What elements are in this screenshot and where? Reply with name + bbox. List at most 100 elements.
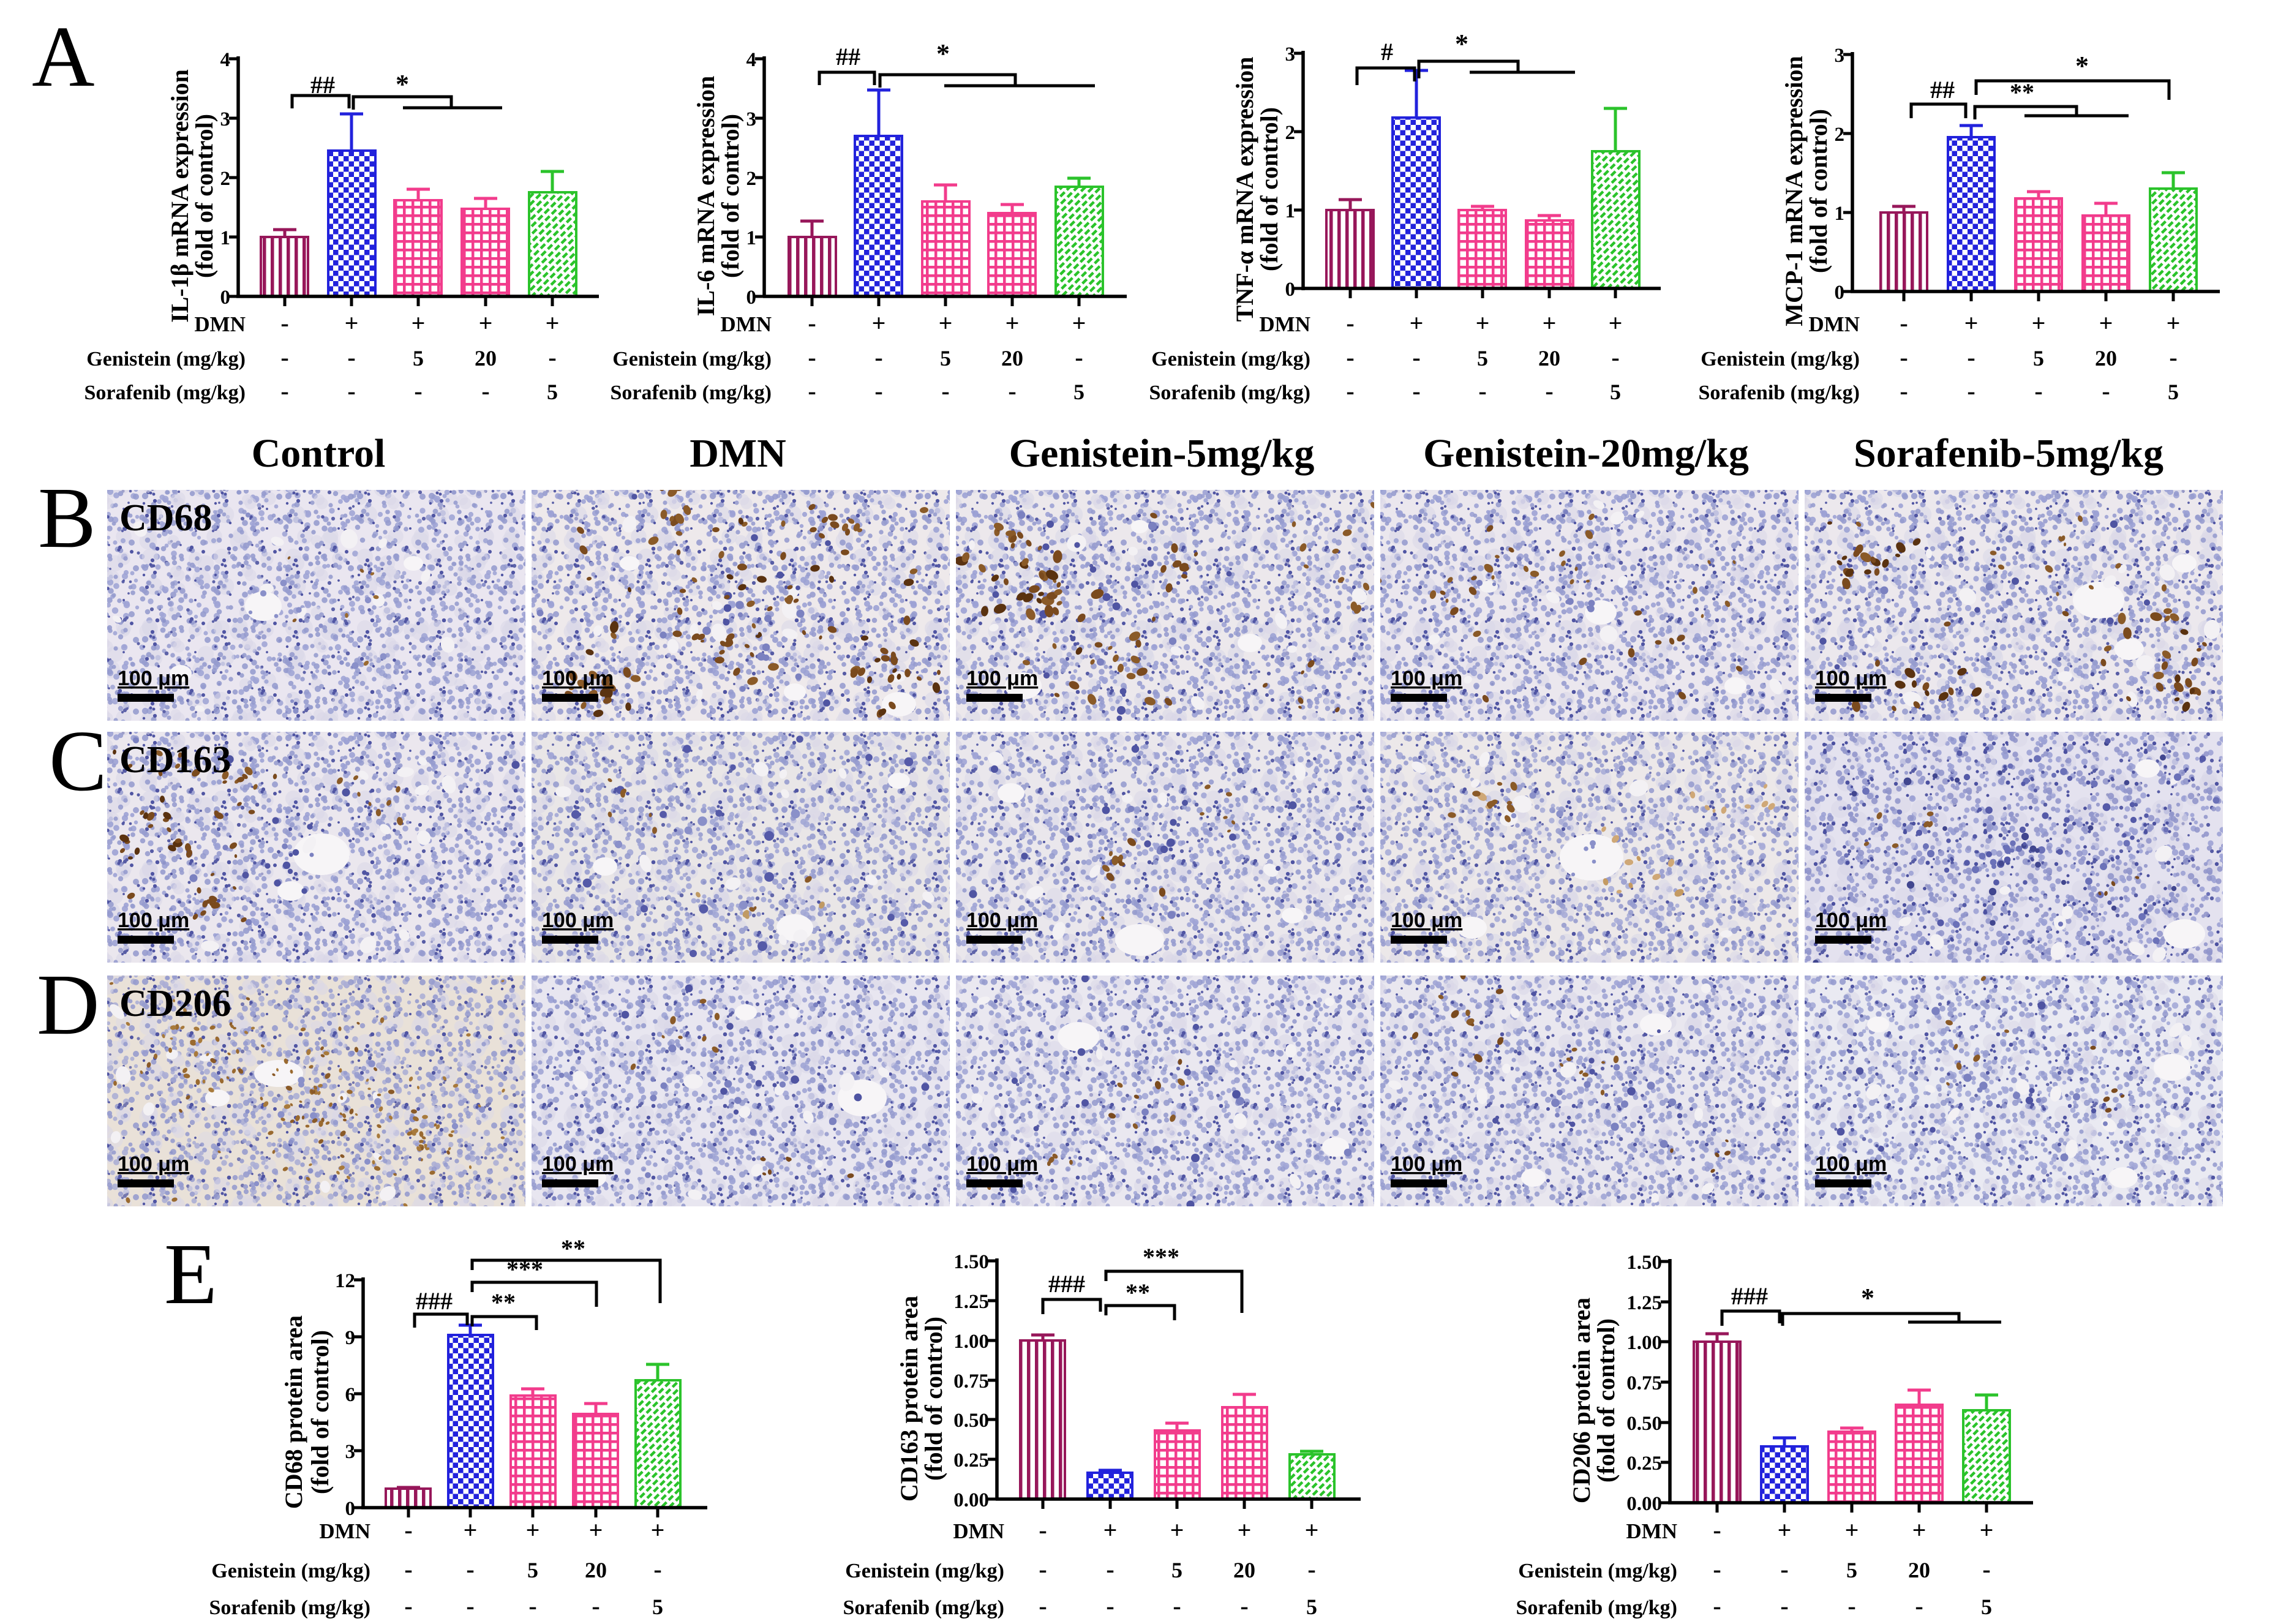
- svg-text:(fold of control): (fold of control): [190, 114, 218, 278]
- svg-text:5: 5: [413, 346, 424, 370]
- svg-text:-: -: [1039, 1592, 1047, 1620]
- svg-text:1: 1: [1835, 203, 1845, 225]
- svg-text:-: -: [1713, 1555, 1721, 1583]
- svg-text:###: ###: [1048, 1270, 1085, 1298]
- svg-text:CD163 protein area: CD163 protein area: [895, 1296, 923, 1502]
- svg-text:5: 5: [1306, 1595, 1317, 1619]
- svg-text:-: -: [874, 377, 882, 405]
- svg-text:-: -: [1848, 1592, 1855, 1620]
- svg-text:-: -: [1780, 1555, 1788, 1583]
- svg-text:+: +: [345, 309, 359, 337]
- svg-text:DMN: DMN: [1259, 312, 1310, 336]
- svg-text:+: +: [526, 1516, 540, 1544]
- svg-text:-: -: [528, 1592, 536, 1620]
- svg-text:Sorafenib-5mg/kg: Sorafenib-5mg/kg: [1854, 431, 2163, 476]
- svg-text:CD68 protein area: CD68 protein area: [280, 1315, 307, 1509]
- svg-text:+: +: [1006, 309, 1020, 337]
- svg-text:20: 20: [2095, 346, 2117, 370]
- svg-text:(fold of control): (fold of control): [1255, 107, 1283, 271]
- svg-text:-: -: [1545, 377, 1553, 405]
- svg-text:2: 2: [220, 168, 231, 190]
- svg-text:+: +: [479, 309, 493, 337]
- svg-text:##: ##: [1930, 76, 1955, 103]
- svg-text:5: 5: [1981, 1595, 1992, 1619]
- svg-text:1.50: 1.50: [953, 1251, 989, 1273]
- svg-text:5: 5: [652, 1595, 663, 1619]
- svg-text:0.25: 0.25: [1626, 1453, 1662, 1475]
- svg-text:Control: Control: [252, 431, 386, 476]
- svg-text:5: 5: [1477, 346, 1488, 370]
- svg-text:***: ***: [1143, 1243, 1179, 1271]
- svg-text:5: 5: [2168, 380, 2179, 404]
- svg-text:+: +: [464, 1516, 478, 1544]
- svg-text:20: 20: [1538, 346, 1560, 370]
- svg-text:+: +: [546, 309, 560, 337]
- svg-text:100 μm: 100 μm: [1815, 909, 1887, 932]
- svg-text:+: +: [1476, 309, 1490, 337]
- svg-text:DMN: DMN: [194, 312, 246, 336]
- svg-text:-: -: [874, 344, 882, 371]
- svg-text:-: -: [808, 309, 816, 337]
- svg-text:0.00: 0.00: [953, 1489, 989, 1511]
- svg-text:1: 1: [220, 227, 231, 249]
- svg-text:+: +: [1170, 1516, 1184, 1544]
- svg-text:3: 3: [220, 108, 231, 130]
- svg-text:-: -: [1307, 1555, 1315, 1583]
- svg-text:+: +: [1305, 1516, 1319, 1544]
- svg-text:-: -: [941, 377, 949, 405]
- svg-text:-: -: [808, 377, 816, 405]
- svg-text:*: *: [396, 69, 409, 99]
- svg-text:DMN: DMN: [1626, 1519, 1677, 1543]
- svg-text:-: -: [1713, 1516, 1721, 1544]
- svg-text:5: 5: [2033, 346, 2044, 370]
- svg-text:**: **: [2010, 78, 2034, 106]
- svg-text:1: 1: [746, 227, 757, 249]
- svg-text:#: #: [1381, 38, 1393, 66]
- svg-text:0.75: 0.75: [1626, 1372, 1662, 1394]
- svg-text:100 μm: 100 μm: [542, 667, 614, 690]
- svg-text:9: 9: [345, 1327, 356, 1349]
- svg-text:DMN: DMN: [690, 431, 786, 476]
- svg-text:1.25: 1.25: [953, 1291, 989, 1313]
- svg-text:20: 20: [1233, 1558, 1255, 1582]
- svg-text:+: +: [1410, 309, 1424, 337]
- svg-text:+: +: [872, 309, 886, 337]
- svg-text:1.50: 1.50: [1626, 1252, 1662, 1274]
- svg-text:6: 6: [345, 1384, 356, 1406]
- svg-text:CD68: CD68: [119, 497, 212, 539]
- svg-text:3: 3: [1285, 43, 1296, 66]
- svg-text:1.00: 1.00: [1626, 1332, 1662, 1354]
- svg-text:0: 0: [1285, 279, 1296, 301]
- svg-text:TNF-α mRNA expression: TNF-α mRNA expression: [1231, 57, 1258, 322]
- svg-text:100 μm: 100 μm: [118, 667, 189, 690]
- svg-text:###: ###: [416, 1287, 453, 1315]
- svg-text:100 μm: 100 μm: [1391, 909, 1462, 932]
- svg-text:-: -: [1346, 377, 1354, 405]
- svg-text:+: +: [1912, 1516, 1927, 1544]
- svg-text:-: -: [1900, 377, 1908, 405]
- svg-text:+: +: [1778, 1516, 1792, 1544]
- svg-text:+: +: [2099, 309, 2113, 337]
- svg-text:MCP-1 mRNA expression: MCP-1 mRNA expression: [1780, 56, 1808, 326]
- svg-text:CD206 protein area: CD206 protein area: [1568, 1298, 1595, 1503]
- svg-text:-: -: [1039, 1555, 1047, 1583]
- svg-text:100 μm: 100 μm: [118, 909, 189, 932]
- svg-text:100 μm: 100 μm: [542, 909, 614, 932]
- svg-text:100 μm: 100 μm: [1391, 667, 1462, 690]
- svg-text:5: 5: [547, 380, 558, 404]
- svg-text:20: 20: [475, 346, 497, 370]
- svg-text:DMN: DMN: [953, 1519, 1004, 1543]
- svg-text:*: *: [936, 39, 950, 69]
- svg-text:20: 20: [1001, 346, 1023, 370]
- svg-text:-: -: [414, 377, 422, 405]
- svg-text:**: **: [1126, 1279, 1150, 1306]
- svg-text:3: 3: [1835, 45, 1845, 67]
- svg-text:-: -: [466, 1592, 474, 1620]
- svg-text:+: +: [589, 1516, 603, 1544]
- svg-text:-: -: [1967, 344, 1975, 371]
- svg-text:Sorafenib (mg/kg): Sorafenib (mg/kg): [1516, 1596, 1678, 1619]
- svg-text:-: -: [1478, 377, 1486, 405]
- svg-text:-: -: [481, 377, 489, 405]
- svg-text:Genistein (mg/kg): Genistein (mg/kg): [86, 348, 246, 370]
- svg-text:###: ###: [1731, 1282, 1768, 1310]
